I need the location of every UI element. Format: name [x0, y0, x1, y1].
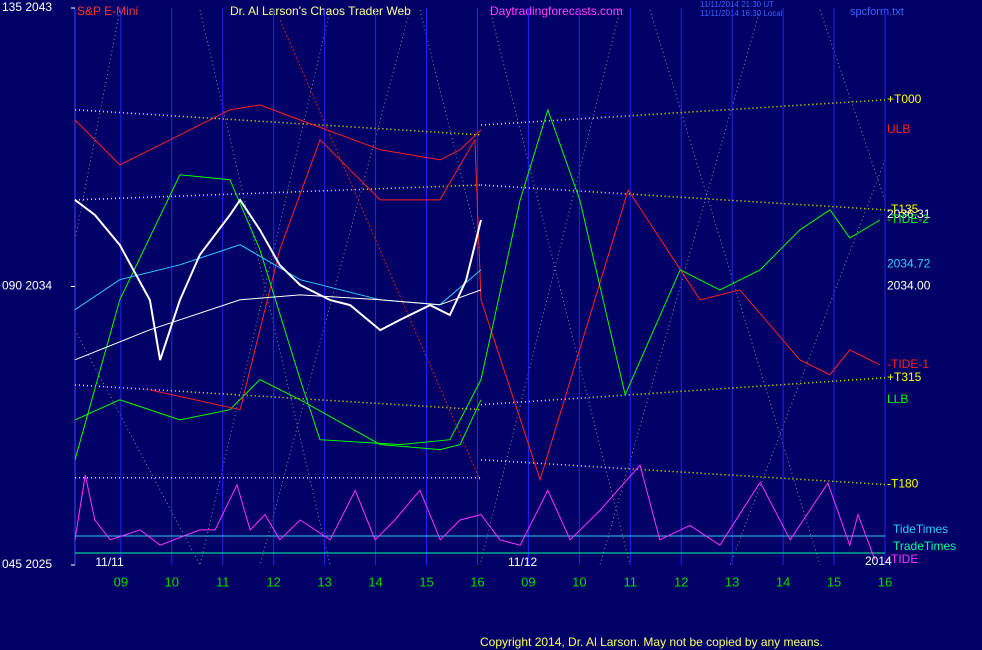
series-line	[74, 464, 876, 560]
x-tick-label: 10	[572, 574, 586, 589]
title: Dr. Al Larson's Chaos Trader Web	[230, 4, 411, 18]
decor-red-diagonal	[279, 19, 481, 481]
x-tick-label: 15	[419, 574, 433, 589]
diagonal	[729, 159, 886, 566]
reference-label: TideTimes	[893, 522, 948, 536]
y-tick-label: 045 2025	[2, 557, 52, 571]
series-label: -T135	[887, 202, 919, 216]
x-tick-label: 16	[470, 574, 484, 589]
price-label: 2034.00	[887, 279, 931, 293]
series-label: -TIDE-1	[887, 357, 929, 371]
x-tick-label: 11	[624, 574, 638, 589]
file-name: spcform.txt	[850, 6, 904, 18]
series-label: ULB	[887, 122, 910, 136]
x-tick-label: 12	[266, 574, 280, 589]
series-label: -T180	[887, 477, 919, 491]
x-tick-label: 16	[878, 574, 892, 589]
price-label: 2034.72	[887, 256, 931, 270]
series-line	[74, 108, 881, 460]
x-tick-label: 10	[165, 574, 179, 589]
diagonal	[599, 9, 761, 566]
diagonal	[649, 9, 821, 566]
diagonal	[74, 329, 201, 566]
x-tick-label: 12	[674, 574, 688, 589]
site: Daytradingforecasts.com	[490, 4, 623, 18]
time-local: 11/11/2014 16:30 Local	[700, 9, 783, 18]
x-tick-label: 11	[216, 574, 230, 589]
series-line	[74, 289, 482, 361]
series-line	[74, 104, 482, 166]
diagonal	[819, 9, 886, 201]
series-label: -TIDE	[887, 552, 918, 566]
x-tick-label: 15	[827, 574, 841, 589]
price-label: 2036.31	[887, 207, 931, 221]
y-tick-label: 090 2034	[2, 279, 52, 293]
reference-label: TradeTimes	[893, 539, 956, 553]
series-label: -TIDE-2	[887, 212, 929, 226]
symbol: S&P E-Mini	[77, 4, 138, 18]
decor-diagonals	[74, 9, 886, 566]
diagonal	[479, 9, 621, 566]
day-label: 11/12	[508, 555, 537, 569]
series-label: +T000	[887, 92, 922, 106]
time-ut: 11/11/2014 21:30 UT	[700, 0, 774, 9]
series-label: +T315	[887, 370, 922, 384]
series-label: LLB	[887, 392, 908, 406]
x-tick-label: 14	[776, 574, 790, 589]
series-line	[149, 138, 881, 482]
x-tick-label: 13	[317, 574, 331, 589]
copyright: Copyright 2014, Dr. Al Larson. May not b…	[480, 635, 823, 649]
series-line	[74, 378, 482, 451]
y-tick-label: 135 2043	[2, 0, 52, 14]
diagonal	[489, 9, 631, 566]
day-label: 11/11	[95, 555, 124, 569]
x-tick-label: 09	[521, 574, 535, 589]
series-line	[74, 198, 482, 361]
x-tick-label: 14	[368, 574, 382, 589]
x-tick-label: 13	[725, 574, 739, 589]
x-tick-label: 09	[114, 574, 128, 589]
year-label: 2014	[865, 554, 892, 568]
